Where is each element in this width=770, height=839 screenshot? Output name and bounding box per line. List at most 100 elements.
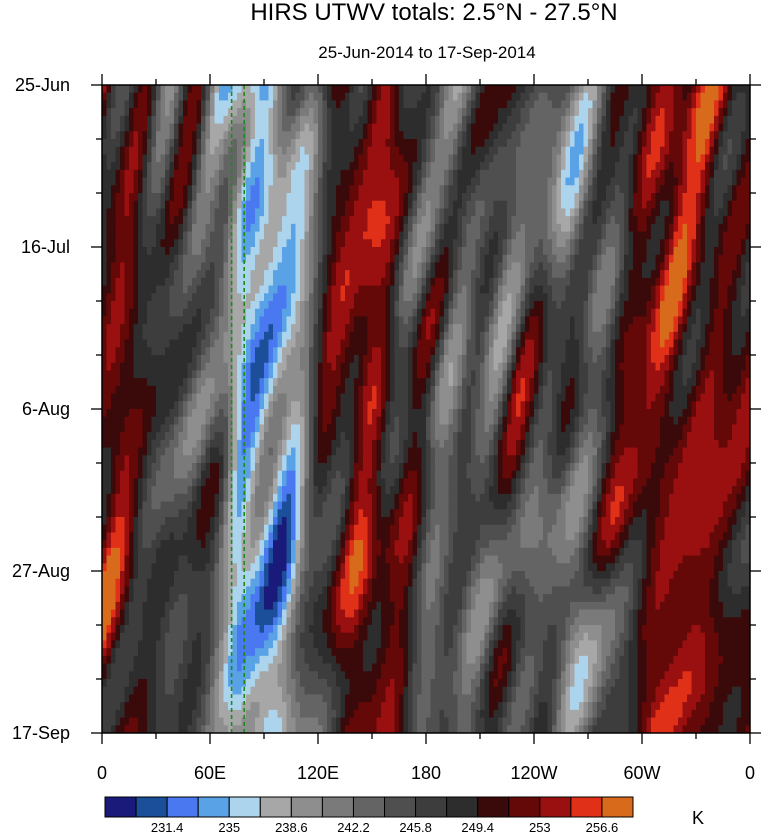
field-cell [124,277,130,287]
field-cell [142,208,148,217]
field-cell [282,277,288,287]
field-cell [201,285,207,294]
field-cell [138,285,144,294]
field-cell [295,200,301,210]
field-cell [732,254,738,264]
field-cell [723,301,729,310]
field-cell [138,324,144,333]
field-cell [142,185,148,194]
field-cell [273,123,279,132]
field-cell [561,139,567,148]
field-cell [340,115,346,125]
field-cell [246,293,252,302]
field-cell [313,131,319,140]
field-cell [210,231,216,240]
field-cell [115,185,121,194]
field-cell [169,331,175,341]
field-cell [741,247,747,256]
field-cell [736,223,742,233]
field-cell [399,277,405,287]
field-cell [421,185,427,194]
field-cell [682,308,688,318]
field-cell [588,92,594,102]
field-cell [489,208,495,217]
field-cell [124,239,130,248]
field-cell [363,254,369,264]
field-cell [705,92,711,102]
field-cell [102,239,108,248]
field-cell [102,146,108,156]
field-cell [430,231,436,240]
field-cell [313,92,319,102]
field-cell [178,208,184,217]
field-cell [111,239,117,248]
field-cell [570,146,576,156]
field-cell [669,247,675,256]
field-cell [237,85,243,94]
field-cell [232,285,238,294]
field-cell [345,169,351,179]
field-cell [453,316,459,325]
field-cell [448,308,454,318]
field-cell [106,347,112,356]
field-cell [682,270,688,279]
field-cell [385,231,391,240]
field-cell [511,223,517,233]
field-cell [133,169,139,179]
field-cell [286,162,292,171]
field-cell [372,139,378,148]
field-cell [543,231,549,240]
field-cell [745,162,750,171]
field-cell [552,200,558,210]
field-cell [444,277,450,287]
field-cell [714,169,720,179]
field-cell [399,146,405,156]
field-cell [525,100,531,109]
field-cell [705,193,711,202]
field-cell [291,339,297,348]
field-cell [655,139,661,148]
field-cell [156,146,162,156]
field-cell [417,100,423,109]
field-cell [660,131,666,140]
field-cell [574,200,580,210]
field-cell [264,185,270,194]
field-cell [376,254,382,264]
field-cell [273,270,279,279]
field-cell [345,131,351,140]
field-cell [493,239,499,248]
field-cell [457,208,463,217]
field-cell [556,247,562,256]
field-cell [340,100,346,109]
field-cell [570,154,576,163]
field-cell [655,254,661,264]
field-cell [565,100,571,109]
field-cell [336,285,342,294]
field-cell [529,254,535,264]
field-cell [444,85,450,94]
field-cell [606,139,612,148]
field-cell [444,92,450,102]
field-cell [372,339,378,348]
field-cell [273,347,279,356]
field-cell [556,131,562,140]
field-cell [169,200,175,210]
field-cell [678,308,684,318]
field-cell [651,339,657,348]
field-cell [304,331,310,341]
field-cell [669,131,675,140]
field-cell [475,146,481,156]
field-cell [489,223,495,233]
field-cell [286,131,292,140]
field-cell [700,231,706,240]
field-cell [264,193,270,202]
field-cell [669,262,675,271]
field-cell [651,301,657,310]
field-cell [664,270,670,279]
field-cell [120,324,126,333]
field-cell [394,270,400,279]
field-cell [300,162,306,171]
field-cell [475,208,481,217]
field-cell [466,92,472,102]
field-cell [642,139,648,148]
